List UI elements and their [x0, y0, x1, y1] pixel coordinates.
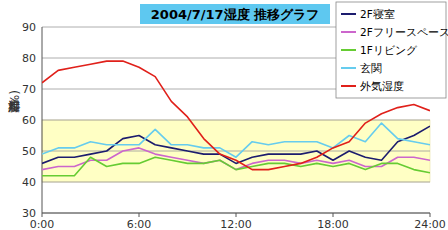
- legend-label: 外気湿度: [360, 80, 404, 92]
- x-tick: [236, 213, 237, 217]
- band: [42, 120, 430, 182]
- legend-swatch: [341, 49, 356, 51]
- y-axis: [42, 27, 43, 213]
- x-tick: [430, 213, 431, 217]
- legend-label: 2Fフリースペース: [360, 26, 448, 38]
- x-tick-label: 12:00: [220, 218, 252, 230]
- y-tick-label: 40: [22, 176, 36, 189]
- legend-label: 2F寝室: [360, 8, 395, 20]
- x-tick: [333, 213, 334, 217]
- legend: [336, 2, 446, 98]
- x-tick-label: 18:00: [317, 218, 349, 230]
- x-tick-label: 6:00: [127, 218, 152, 230]
- legend-swatch: [341, 31, 356, 33]
- legend-label: 1Fリビング: [360, 44, 418, 56]
- legend-label: 玄関: [360, 62, 382, 74]
- title: 2004/7/17湿度 推移グラフ: [151, 7, 319, 22]
- y-tick-label: 50: [22, 145, 36, 158]
- x-tick: [139, 213, 140, 217]
- chart: 304050607080900:006:0012:0018:0024:00相対湿…: [0, 0, 448, 230]
- y-axis-label: 相対湿度(%): [7, 90, 21, 113]
- series-line: [42, 123, 430, 157]
- x-tick-label: 24:00: [414, 218, 446, 230]
- grid-line: [42, 182, 430, 183]
- legend-swatch: [341, 67, 356, 69]
- y-tick-label: 70: [22, 83, 36, 96]
- legend-swatch: [341, 13, 356, 15]
- legend-swatch: [341, 85, 356, 87]
- y-tick-label: 60: [22, 114, 36, 127]
- y-tick-label: 80: [22, 52, 36, 65]
- grid-line: [42, 151, 430, 152]
- title-box: [140, 4, 330, 24]
- x-tick: [42, 213, 43, 217]
- x-tick-label: 0:00: [30, 218, 55, 230]
- y-tick-label: 90: [22, 21, 36, 34]
